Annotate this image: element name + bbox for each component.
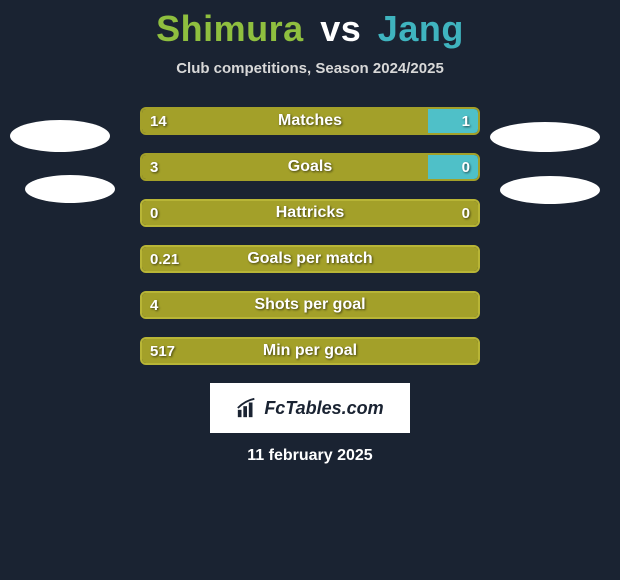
stat-row: Matches141 — [140, 107, 480, 135]
decor-ellipse — [490, 122, 600, 152]
bar-container — [140, 153, 480, 181]
bar-segment-right — [428, 155, 478, 179]
chart-icon — [236, 397, 258, 419]
bar-container — [140, 107, 480, 135]
decor-ellipse — [25, 175, 115, 203]
decor-ellipse — [500, 176, 600, 204]
stat-row: Shots per goal4 — [140, 291, 480, 319]
bar-segment-left — [142, 339, 478, 363]
player2-name: Jang — [378, 8, 464, 49]
bar-container — [140, 291, 480, 319]
vs-text: vs — [320, 8, 361, 49]
player1-name: Shimura — [156, 8, 304, 49]
bar-container — [140, 337, 480, 365]
stat-row: Goals per match0.21 — [140, 245, 480, 273]
fctables-logo: FcTables.com — [210, 383, 410, 433]
comparison-title: Shimura vs Jang — [0, 0, 620, 50]
subtitle-text: Club competitions, Season 2024/2025 — [0, 60, 620, 77]
stat-row: Goals30 — [140, 153, 480, 181]
bar-segment-left — [142, 109, 428, 133]
bar-segment-left — [142, 201, 478, 225]
bar-container — [140, 245, 480, 273]
logo-text: FcTables.com — [264, 398, 383, 419]
footer-date: 11 february 2025 — [0, 447, 620, 465]
bar-segment-left — [142, 155, 428, 179]
decor-ellipse — [10, 120, 110, 152]
stat-row: Min per goal517 — [140, 337, 480, 365]
bar-container — [140, 199, 480, 227]
stat-row: Hattricks00 — [140, 199, 480, 227]
bar-segment-left — [142, 293, 478, 317]
bar-segment-right — [428, 109, 478, 133]
bar-segment-left — [142, 247, 478, 271]
